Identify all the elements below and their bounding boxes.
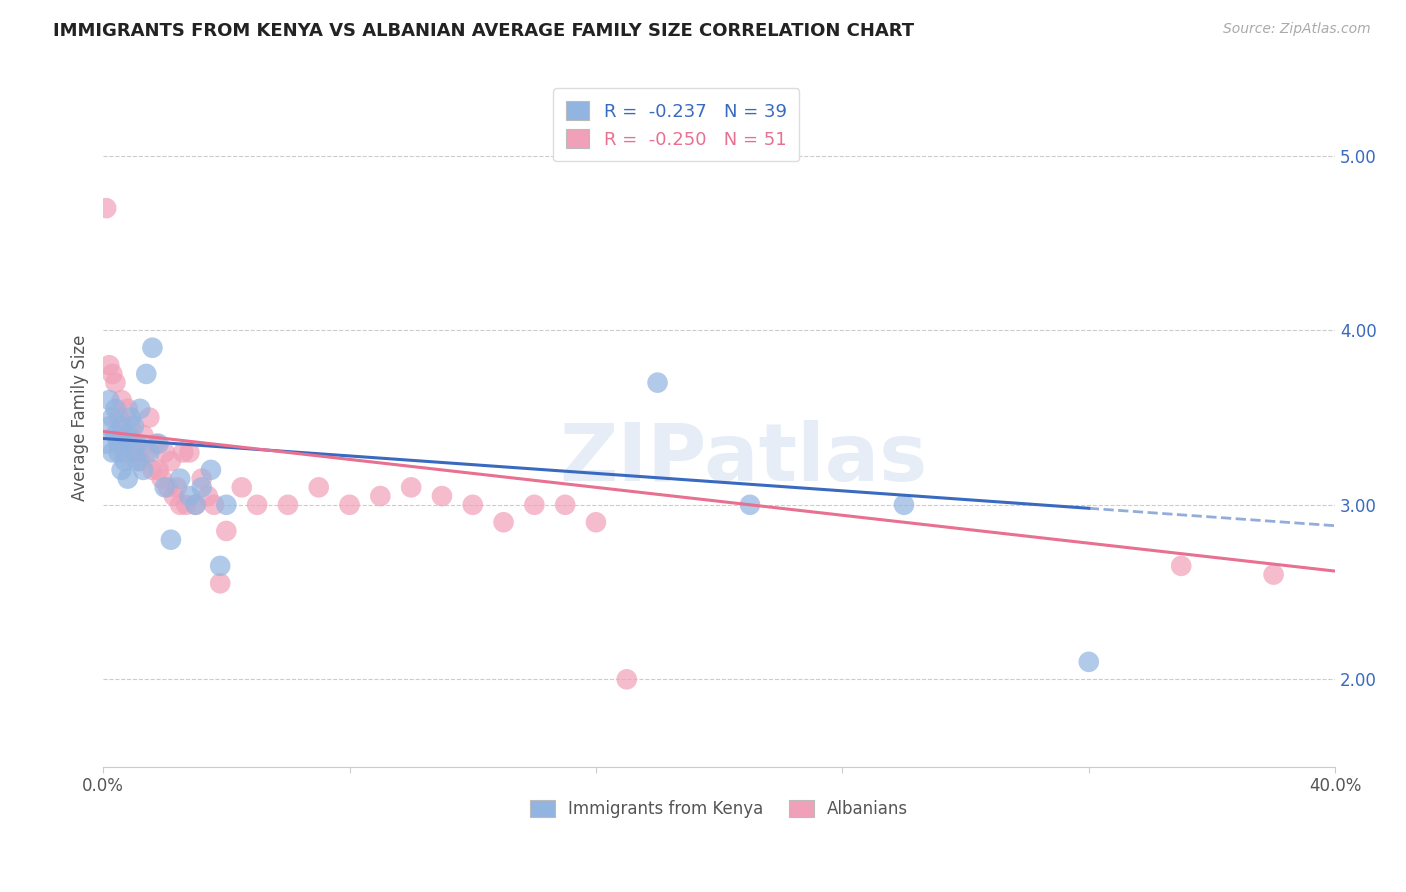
Point — [125, 445, 148, 459]
Point — [153, 445, 176, 459]
Point — [461, 498, 484, 512]
Point — [172, 445, 194, 459]
Point — [132, 463, 155, 477]
Point — [197, 489, 219, 503]
Point — [399, 480, 422, 494]
Point — [122, 445, 145, 459]
Point — [370, 489, 392, 503]
Point — [738, 498, 761, 512]
Point — [1170, 558, 1192, 573]
Point — [153, 480, 176, 494]
Point — [129, 401, 152, 416]
Point — [202, 498, 225, 512]
Point — [184, 498, 207, 512]
Point — [104, 401, 127, 416]
Point — [190, 480, 212, 494]
Point — [190, 472, 212, 486]
Point — [209, 558, 232, 573]
Point — [160, 533, 183, 547]
Point — [277, 498, 299, 512]
Point — [122, 436, 145, 450]
Point — [129, 454, 152, 468]
Point — [647, 376, 669, 390]
Point — [492, 515, 515, 529]
Point — [98, 393, 121, 408]
Text: ZIPatlas: ZIPatlas — [560, 420, 928, 499]
Point — [96, 201, 118, 215]
Point — [209, 576, 232, 591]
Point — [125, 436, 148, 450]
Point — [215, 498, 238, 512]
Point — [138, 445, 160, 459]
Point — [101, 367, 124, 381]
Point — [110, 463, 132, 477]
Point — [141, 463, 163, 477]
Point — [104, 376, 127, 390]
Point — [156, 480, 179, 494]
Point — [114, 454, 136, 468]
Point — [150, 472, 173, 486]
Point — [120, 419, 142, 434]
Point — [117, 401, 139, 416]
Point — [616, 673, 638, 687]
Point — [110, 428, 132, 442]
Point — [166, 480, 188, 494]
Point — [122, 419, 145, 434]
Point — [141, 341, 163, 355]
Point — [107, 445, 129, 459]
Text: Source: ZipAtlas.com: Source: ZipAtlas.com — [1223, 22, 1371, 37]
Point — [160, 454, 183, 468]
Point — [120, 410, 142, 425]
Point — [110, 419, 132, 434]
Point — [101, 410, 124, 425]
Point — [145, 436, 167, 450]
Point — [125, 454, 148, 468]
Point — [114, 445, 136, 459]
Point — [107, 410, 129, 425]
Point — [174, 498, 197, 512]
Point — [339, 498, 361, 512]
Point — [169, 498, 191, 512]
Point — [308, 480, 330, 494]
Point — [148, 436, 170, 450]
Point — [163, 489, 186, 503]
Legend: Immigrants from Kenya, Albanians: Immigrants from Kenya, Albanians — [523, 793, 915, 824]
Point — [554, 498, 576, 512]
Point — [110, 393, 132, 408]
Point — [231, 480, 253, 494]
Point — [523, 498, 546, 512]
Point — [117, 472, 139, 486]
Point — [585, 515, 607, 529]
Point — [138, 410, 160, 425]
Point — [114, 436, 136, 450]
Point — [148, 463, 170, 477]
Point — [246, 498, 269, 512]
Point — [200, 463, 222, 477]
Point — [179, 445, 201, 459]
Point — [101, 445, 124, 459]
Point — [1077, 655, 1099, 669]
Point — [98, 419, 121, 434]
Point — [215, 524, 238, 538]
Point — [117, 428, 139, 442]
Point — [179, 489, 201, 503]
Point — [104, 428, 127, 442]
Point — [169, 472, 191, 486]
Point — [135, 367, 157, 381]
Point — [135, 445, 157, 459]
Y-axis label: Average Family Size: Average Family Size — [72, 334, 89, 500]
Point — [107, 436, 129, 450]
Text: IMMIGRANTS FROM KENYA VS ALBANIAN AVERAGE FAMILY SIZE CORRELATION CHART: IMMIGRANTS FROM KENYA VS ALBANIAN AVERAG… — [53, 22, 914, 40]
Point — [184, 498, 207, 512]
Point — [430, 489, 453, 503]
Point — [98, 358, 121, 372]
Point — [1263, 567, 1285, 582]
Point — [132, 428, 155, 442]
Point — [96, 436, 118, 450]
Point — [893, 498, 915, 512]
